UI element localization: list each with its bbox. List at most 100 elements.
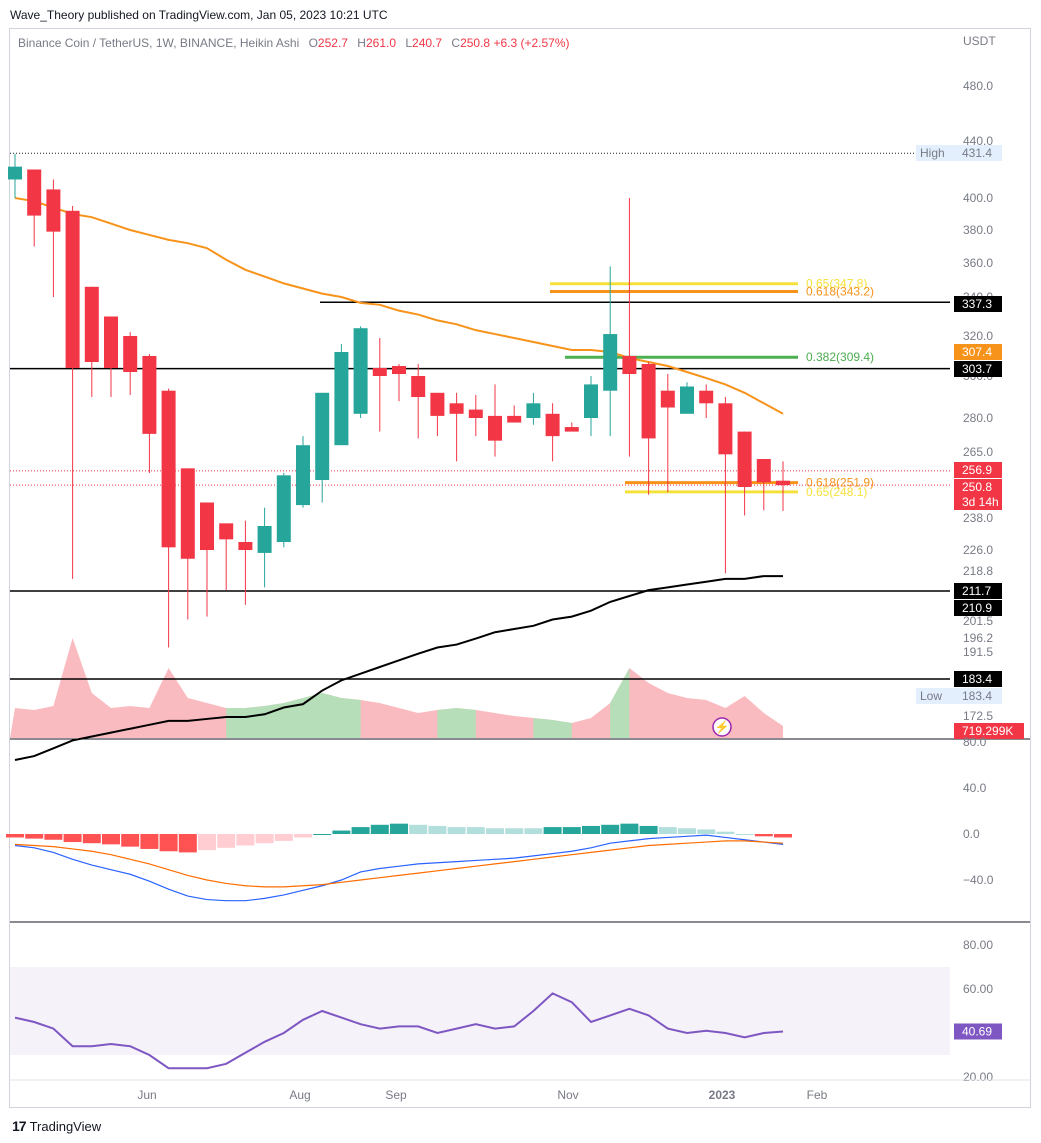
macd-bar-38 xyxy=(735,834,754,835)
macd-bar-6 xyxy=(121,834,140,847)
macd-bar-5 xyxy=(102,834,120,845)
badge-value-5: 250.8 xyxy=(962,480,992,494)
price-tick-9: 265.0 xyxy=(963,445,993,459)
macd-bar-16 xyxy=(313,834,332,835)
rsi-tick-2: 20.00 xyxy=(963,1070,993,1084)
change-value: +6.3 (+2.57%) xyxy=(493,36,570,50)
volume-area xyxy=(10,638,783,738)
x-tick-5: Feb xyxy=(807,1088,828,1102)
price-tick-19: 172.5 xyxy=(963,709,993,723)
candle-body-14 xyxy=(276,475,291,542)
price-tick-8: 280.0 xyxy=(963,411,993,425)
candle-body-34 xyxy=(660,390,675,408)
publish-info: Wave_Theory published on TradingView.com… xyxy=(10,8,388,22)
fib-label-1: 0.618(343.2) xyxy=(806,285,874,299)
candle-body-36 xyxy=(699,390,714,404)
candle-body-11 xyxy=(219,523,234,540)
x-tick-4: 2023 xyxy=(709,1088,736,1102)
candle-body-2 xyxy=(46,189,61,232)
candle-body-21 xyxy=(411,376,426,397)
fib-label-4: 0.65(248.1) xyxy=(806,485,867,499)
badge-value-7: 211.7 xyxy=(962,584,991,598)
badge-bg-0 xyxy=(916,145,1002,161)
rsi-band xyxy=(10,967,950,1055)
brand-name[interactable]: TradingView xyxy=(29,1118,102,1134)
macd-bar-40 xyxy=(774,834,792,838)
macd-bar-9 xyxy=(178,834,197,853)
alert-icon[interactable] xyxy=(712,717,732,737)
badge-bg-5 xyxy=(954,479,1002,495)
macd-bar-18 xyxy=(351,827,370,834)
rsi-value-badge-bg xyxy=(954,1023,1002,1040)
symbol-legend: Binance Coin / TetherUS, 1W, BINANCE, He… xyxy=(18,36,570,50)
macd-bar-29 xyxy=(562,827,581,834)
candle-body-38 xyxy=(737,431,752,487)
badge-bg-2 xyxy=(954,344,1002,360)
candle-body-5 xyxy=(104,316,118,368)
macd-bar-24 xyxy=(466,827,485,834)
candle-body-6 xyxy=(123,336,138,372)
macd-bar-22 xyxy=(428,825,447,834)
macd-bar-19 xyxy=(370,824,389,834)
candle-body-28 xyxy=(545,413,560,437)
macd-bar-3 xyxy=(63,834,82,843)
macd-bar-21 xyxy=(409,824,428,834)
macd-bar-27 xyxy=(524,828,543,834)
candle-body-18 xyxy=(353,328,368,414)
ema-orange-line xyxy=(14,197,784,415)
rsi-line xyxy=(14,992,784,1070)
candle-body-27 xyxy=(526,403,541,418)
macd-bar-10 xyxy=(198,834,216,851)
badge-bg-8 xyxy=(954,600,1002,616)
macd-tick-0: 80.0 xyxy=(963,735,987,749)
rsi-tick-0: 80.00 xyxy=(963,938,993,952)
candle-body-22 xyxy=(430,392,445,416)
macd-bar-17 xyxy=(332,830,351,834)
candle-body-31 xyxy=(603,334,618,391)
volume-up-segment-2 xyxy=(533,718,572,738)
open-value: 252.7 xyxy=(317,36,348,50)
macd-bar-13 xyxy=(255,834,274,844)
macd-bar-4 xyxy=(82,834,101,844)
candle-body-20 xyxy=(392,366,406,374)
macd-bar-7 xyxy=(140,834,159,849)
high-label: H xyxy=(357,36,366,50)
macd-bar-12 xyxy=(236,834,255,846)
macd-line xyxy=(14,834,784,902)
macd-bar-11 xyxy=(217,834,236,848)
macd-bar-28 xyxy=(543,827,562,834)
volume-up-segment-3 xyxy=(610,668,630,738)
badge-value-6: 3d 14h xyxy=(962,495,999,509)
macd-bar-36 xyxy=(697,829,716,834)
macd-bar-14 xyxy=(274,834,293,841)
macd-tick-1: 40.0 xyxy=(963,781,987,795)
price-tick-2: 400.0 xyxy=(963,191,993,205)
macd-bar-34 xyxy=(658,827,677,834)
price-tick-4: 360.0 xyxy=(963,256,993,270)
candle-body-16 xyxy=(315,392,330,480)
candle-body-30 xyxy=(584,384,598,418)
macd-bar-2 xyxy=(44,834,63,840)
macd-tick-2: 0.0 xyxy=(963,827,980,841)
candle-body-29 xyxy=(564,427,579,432)
candle-body-4 xyxy=(84,286,99,362)
badge-label-0: High xyxy=(920,146,945,160)
badge-bg-7 xyxy=(954,583,1002,599)
badge-value-2: 307.4 xyxy=(962,345,992,359)
candle-body-13 xyxy=(257,526,272,553)
symbol-title[interactable]: Binance Coin / TetherUS, 1W, BINANCE, He… xyxy=(18,36,300,50)
candle-body-19 xyxy=(372,368,387,376)
high-value: 261.0 xyxy=(365,36,396,50)
candle-body-35 xyxy=(680,386,694,414)
candle-body-32 xyxy=(622,356,637,374)
candle-body-39 xyxy=(756,459,771,483)
badge-label-10: Low xyxy=(920,689,942,703)
x-tick-2: Sep xyxy=(385,1088,407,1102)
x-tick-3: Nov xyxy=(557,1088,578,1102)
candle-body-9 xyxy=(180,468,195,559)
open-label: O xyxy=(308,36,318,50)
candle-body-26 xyxy=(507,415,522,423)
candle-body-7 xyxy=(142,356,157,434)
price-tick-15: 201.5 xyxy=(963,614,993,628)
